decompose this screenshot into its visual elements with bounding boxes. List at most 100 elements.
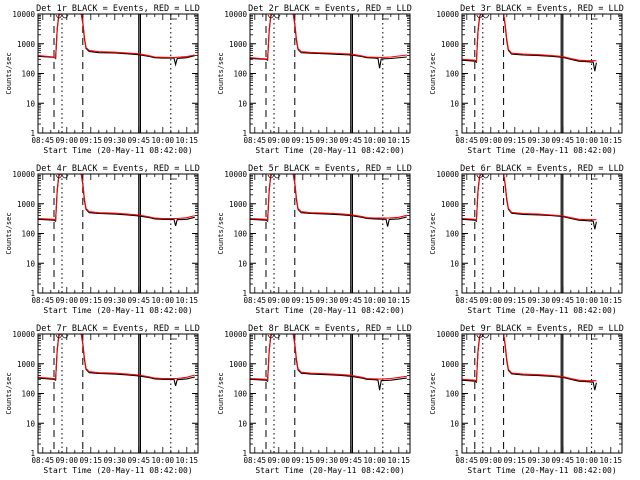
y-axis-label: Counts/sec [5,52,13,94]
x-tick-label: 09:45 [552,296,575,305]
marker-lines [474,14,593,133]
chart-panel-9: Det 9r BLACK = Events, RED = LLD Counts/s… [429,324,624,475]
plot-frame [249,333,411,454]
top-bracket-glyph [591,334,598,340]
top-flag-glyph [476,334,490,339]
y-tick-label: 10 [238,99,248,108]
series-line-lld [462,174,597,222]
y-tick-label: 100 [445,70,459,79]
x-tick-label: 09:00 [480,136,503,145]
x-tick-label: 10:00 [364,296,387,305]
top-flag-glyph [55,334,69,339]
x-tick-label: 09:30 [528,136,551,145]
plot-frame [249,13,411,134]
top-bracket-glyph [382,14,389,20]
chart-title: Det 5r BLACK = Events, RED = LLD [248,164,412,174]
series-line-lld [250,14,407,60]
x-tick-label: 09:30 [316,136,339,145]
x-axis-label: Start Time (20-May-11 08:42:00) [43,466,192,475]
x-axis-label: Start Time (20-May-11 08:42:00) [255,306,404,315]
x-tick-label: 09:15 [292,456,315,465]
y-tick-label: 10000 [12,330,35,339]
y-tick-label: 10000 [12,170,35,179]
y-axis-label: Counts/sec [5,372,13,414]
series-group [462,174,597,230]
x-tick-label: 09:45 [552,456,575,465]
x-tick-label: 10:15 [600,136,623,145]
x-tick-label: 09:15 [292,296,315,305]
y-tick-label: 1000 [441,360,460,369]
chart-title: Det 9r BLACK = Events, RED = LLD [460,324,624,334]
x-tick-label: 09:30 [316,296,339,305]
y-tick-label: 10000 [436,10,459,19]
chart-panel-2: Det 2r BLACK = Events, RED = LLD Counts/s… [217,4,412,155]
marker-lines [265,14,384,133]
y-tick-label: 1 [242,289,247,298]
x-tick-label: 10:15 [600,456,623,465]
x-tick-label: 09:45 [128,136,151,145]
marker-lines [265,334,384,453]
top-bracket-glyph [591,14,598,20]
y-tick-label: 1000 [229,200,248,209]
y-tick-label: 100 [21,70,35,79]
x-tick-label: 09:15 [80,296,103,305]
top-flag-glyph [267,14,281,19]
x-tick-label: 10:15 [176,456,199,465]
top-bracket-glyph [170,174,177,180]
y-tick-label: 100 [233,390,247,399]
top-bracket-glyph [170,14,177,20]
y-tick-label: 1 [242,449,247,458]
y-axis-label: Counts/sec [5,212,13,254]
chart-title: Det 8r BLACK = Events, RED = LLD [248,324,412,334]
x-tick-label: 09:15 [504,456,527,465]
marker-lines [53,174,172,293]
x-tick-label: 09:00 [268,456,291,465]
x-tick-label: 08:45 [244,296,267,305]
top-flag-glyph [267,334,281,339]
marker-lines [265,174,384,293]
x-tick-label: 08:45 [456,296,479,305]
series-line-events [462,14,597,72]
x-tick-label: 10:00 [152,296,175,305]
y-tick-label: 10 [26,99,36,108]
chart-title: Det 3r BLACK = Events, RED = LLD [460,4,624,14]
x-tick-label: 10:00 [152,136,175,145]
x-axis-label: Start Time (20-May-11 08:42:00) [467,146,616,155]
x-tick-label: 09:45 [340,136,363,145]
y-tick-label: 10 [238,419,248,428]
chart-panel-7: Det 7r BLACK = Events, RED = LLD Counts/s… [5,324,200,475]
plot-frame [461,333,623,454]
chart-panel-8: Det 8r BLACK = Events, RED = LLD Counts/s… [217,324,412,475]
x-tick-label: 10:00 [576,296,599,305]
y-tick-label: 10 [450,99,460,108]
marker-lines [474,174,593,293]
x-tick-label: 09:00 [480,456,503,465]
top-bracket-glyph [382,334,389,340]
top-bracket-glyph [591,174,598,180]
y-tick-label: 1 [242,129,247,138]
y-axis-label: Counts/sec [429,212,437,254]
series-group [250,14,407,69]
top-bracket-glyph [170,334,177,340]
x-tick-label: 09:30 [104,296,127,305]
y-tick-label: 100 [233,230,247,239]
x-tick-label: 09:30 [528,296,551,305]
x-tick-label: 10:00 [152,456,175,465]
x-tick-label: 09:30 [104,456,127,465]
y-tick-label: 10000 [436,170,459,179]
x-tick-label: 09:15 [80,136,103,145]
x-axis-label: Start Time (20-May-11 08:42:00) [467,306,616,315]
series-group [38,14,195,67]
x-tick-label: 09:15 [504,136,527,145]
series-group [250,174,407,227]
x-tick-label: 09:30 [528,456,551,465]
series-line-lld [38,14,195,60]
chart-title: Det 7r BLACK = Events, RED = LLD [36,324,200,334]
series-line-events [250,174,407,227]
top-flag-glyph [476,174,490,179]
x-tick-label: 09:00 [56,456,79,465]
x-tick-label: 10:00 [576,456,599,465]
y-tick-label: 10000 [224,10,247,19]
